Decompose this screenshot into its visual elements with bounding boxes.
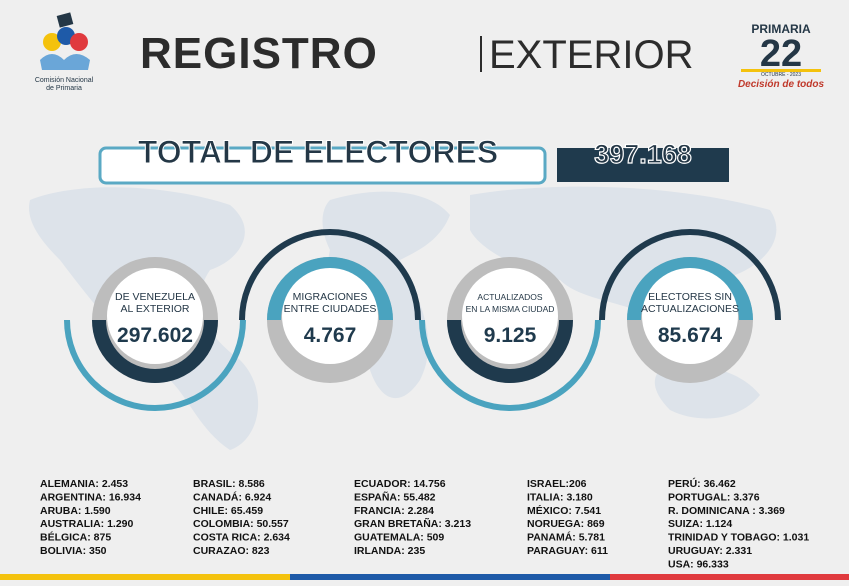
country-entry: PERÚ: 36.462 [668, 477, 736, 490]
country-entry: TRINIDAD Y TOBAGO: 1.031 [668, 532, 809, 544]
country-entry: ARUBA: 1.590 [40, 505, 111, 517]
country-entry: PORTUGAL: 3.376 [668, 491, 760, 503]
footer-stripe [0, 574, 290, 580]
logo-slogan: Decisión de todos [738, 79, 825, 90]
logo-stripe [741, 69, 821, 72]
country-entry: BOLIVIA: 350 [40, 545, 107, 557]
circle-label: AL EXTERIOR [120, 303, 189, 315]
country-entry: NORUEGA: 869 [527, 518, 605, 530]
org-name-line: de Primaria [46, 85, 82, 92]
total-label-box [98, 146, 547, 185]
inner [282, 268, 378, 364]
circle-label: DE VENEZUELA [115, 291, 195, 303]
title-bold: REGISTRO [140, 29, 378, 78]
logo-number: 22 [760, 33, 802, 75]
country-entry: ISRAEL:206 [527, 478, 587, 490]
total-label: TOTAL DE ELECTORES [138, 134, 498, 170]
country-entry: URUGUAY: 2.331 [668, 545, 752, 557]
country-entry: GRAN BRETAÑA: 3.213 [354, 517, 471, 530]
country-entry: COLOMBIA: 50.557 [193, 518, 289, 530]
country-entry: ECUADOR: 14.756 [354, 478, 446, 490]
country-entry: BÉLGICA: 875 [40, 531, 111, 544]
country-entry: COSTA RICA: 2.634 [193, 532, 290, 544]
country-entry: BRASIL: 8.586 [193, 478, 265, 490]
country-entry: ALEMANIA: 2.453 [40, 478, 128, 490]
circle-label: MIGRACIONES [293, 291, 368, 303]
circle-label: ACTUALIZADOS [477, 292, 543, 302]
total-value-box [557, 148, 729, 182]
circle-value: 4.767 [304, 324, 357, 347]
outer-arc [419, 319, 601, 411]
circle-label: EN LA MISMA CIUDAD [466, 304, 555, 314]
country-entry: ESPAÑA: 55.482 [354, 490, 436, 503]
outer-arc [239, 229, 421, 321]
country-entry: R. DOMINICANA : 3.369 [668, 505, 785, 517]
country-entry: CURAZAO: 823 [193, 545, 270, 557]
logo-top: PRIMARIA [751, 22, 811, 36]
circle-value: 9.125 [484, 324, 537, 347]
ring-accent [267, 257, 393, 321]
country-entry: PANAMÁ: 5.781 [527, 531, 605, 544]
country-entry: AUSTRALIA: 1.290 [40, 518, 134, 530]
circle-value: 85.674 [658, 324, 723, 347]
country-entry: CHILE: 65.459 [193, 505, 263, 517]
country-entry: USA: 96.333 [668, 558, 729, 570]
circle-label: ACTUALIZACIONES [641, 303, 739, 315]
circle-label: ELECTORES SIN [648, 291, 732, 303]
org-name-line: Comisión Nacional [35, 77, 94, 84]
total-value: 397.168 [594, 139, 692, 169]
country-entry: FRANCIA: 2.284 [354, 505, 434, 517]
org-logo [40, 12, 90, 70]
circle-label: ENTRE CIUDADES [284, 303, 377, 315]
org-name: Comisión Nacional de Primaria [35, 77, 94, 92]
inner [107, 268, 203, 364]
footer-stripe [610, 574, 849, 580]
country-entry: GUATEMALA: 509 [354, 532, 444, 544]
ring-accent [92, 319, 218, 383]
outer-arc [64, 319, 246, 411]
country-entry: PARAGUAY: 611 [527, 545, 608, 557]
country-entry: ARGENTINA: 16.934 [40, 491, 141, 503]
ring-accent [627, 257, 753, 321]
country-entry: ITALIA: 3.180 [527, 491, 593, 503]
inner [462, 268, 558, 364]
ring-accent [447, 319, 573, 383]
logo-date: OCTUBRE - 2023 [761, 72, 801, 78]
country-entry: IRLANDA: 235 [354, 545, 425, 557]
country-entry: SUIZA: 1.124 [668, 518, 732, 530]
inner [642, 268, 738, 364]
title-light: EXTERIOR [489, 33, 693, 77]
outer-arc [599, 229, 781, 321]
country-entry: CANADÁ: 6.924 [193, 490, 271, 503]
country-entry: MÉXICO: 7.541 [527, 504, 601, 517]
footer-stripe [290, 574, 610, 580]
circle-value: 297.602 [117, 324, 193, 347]
